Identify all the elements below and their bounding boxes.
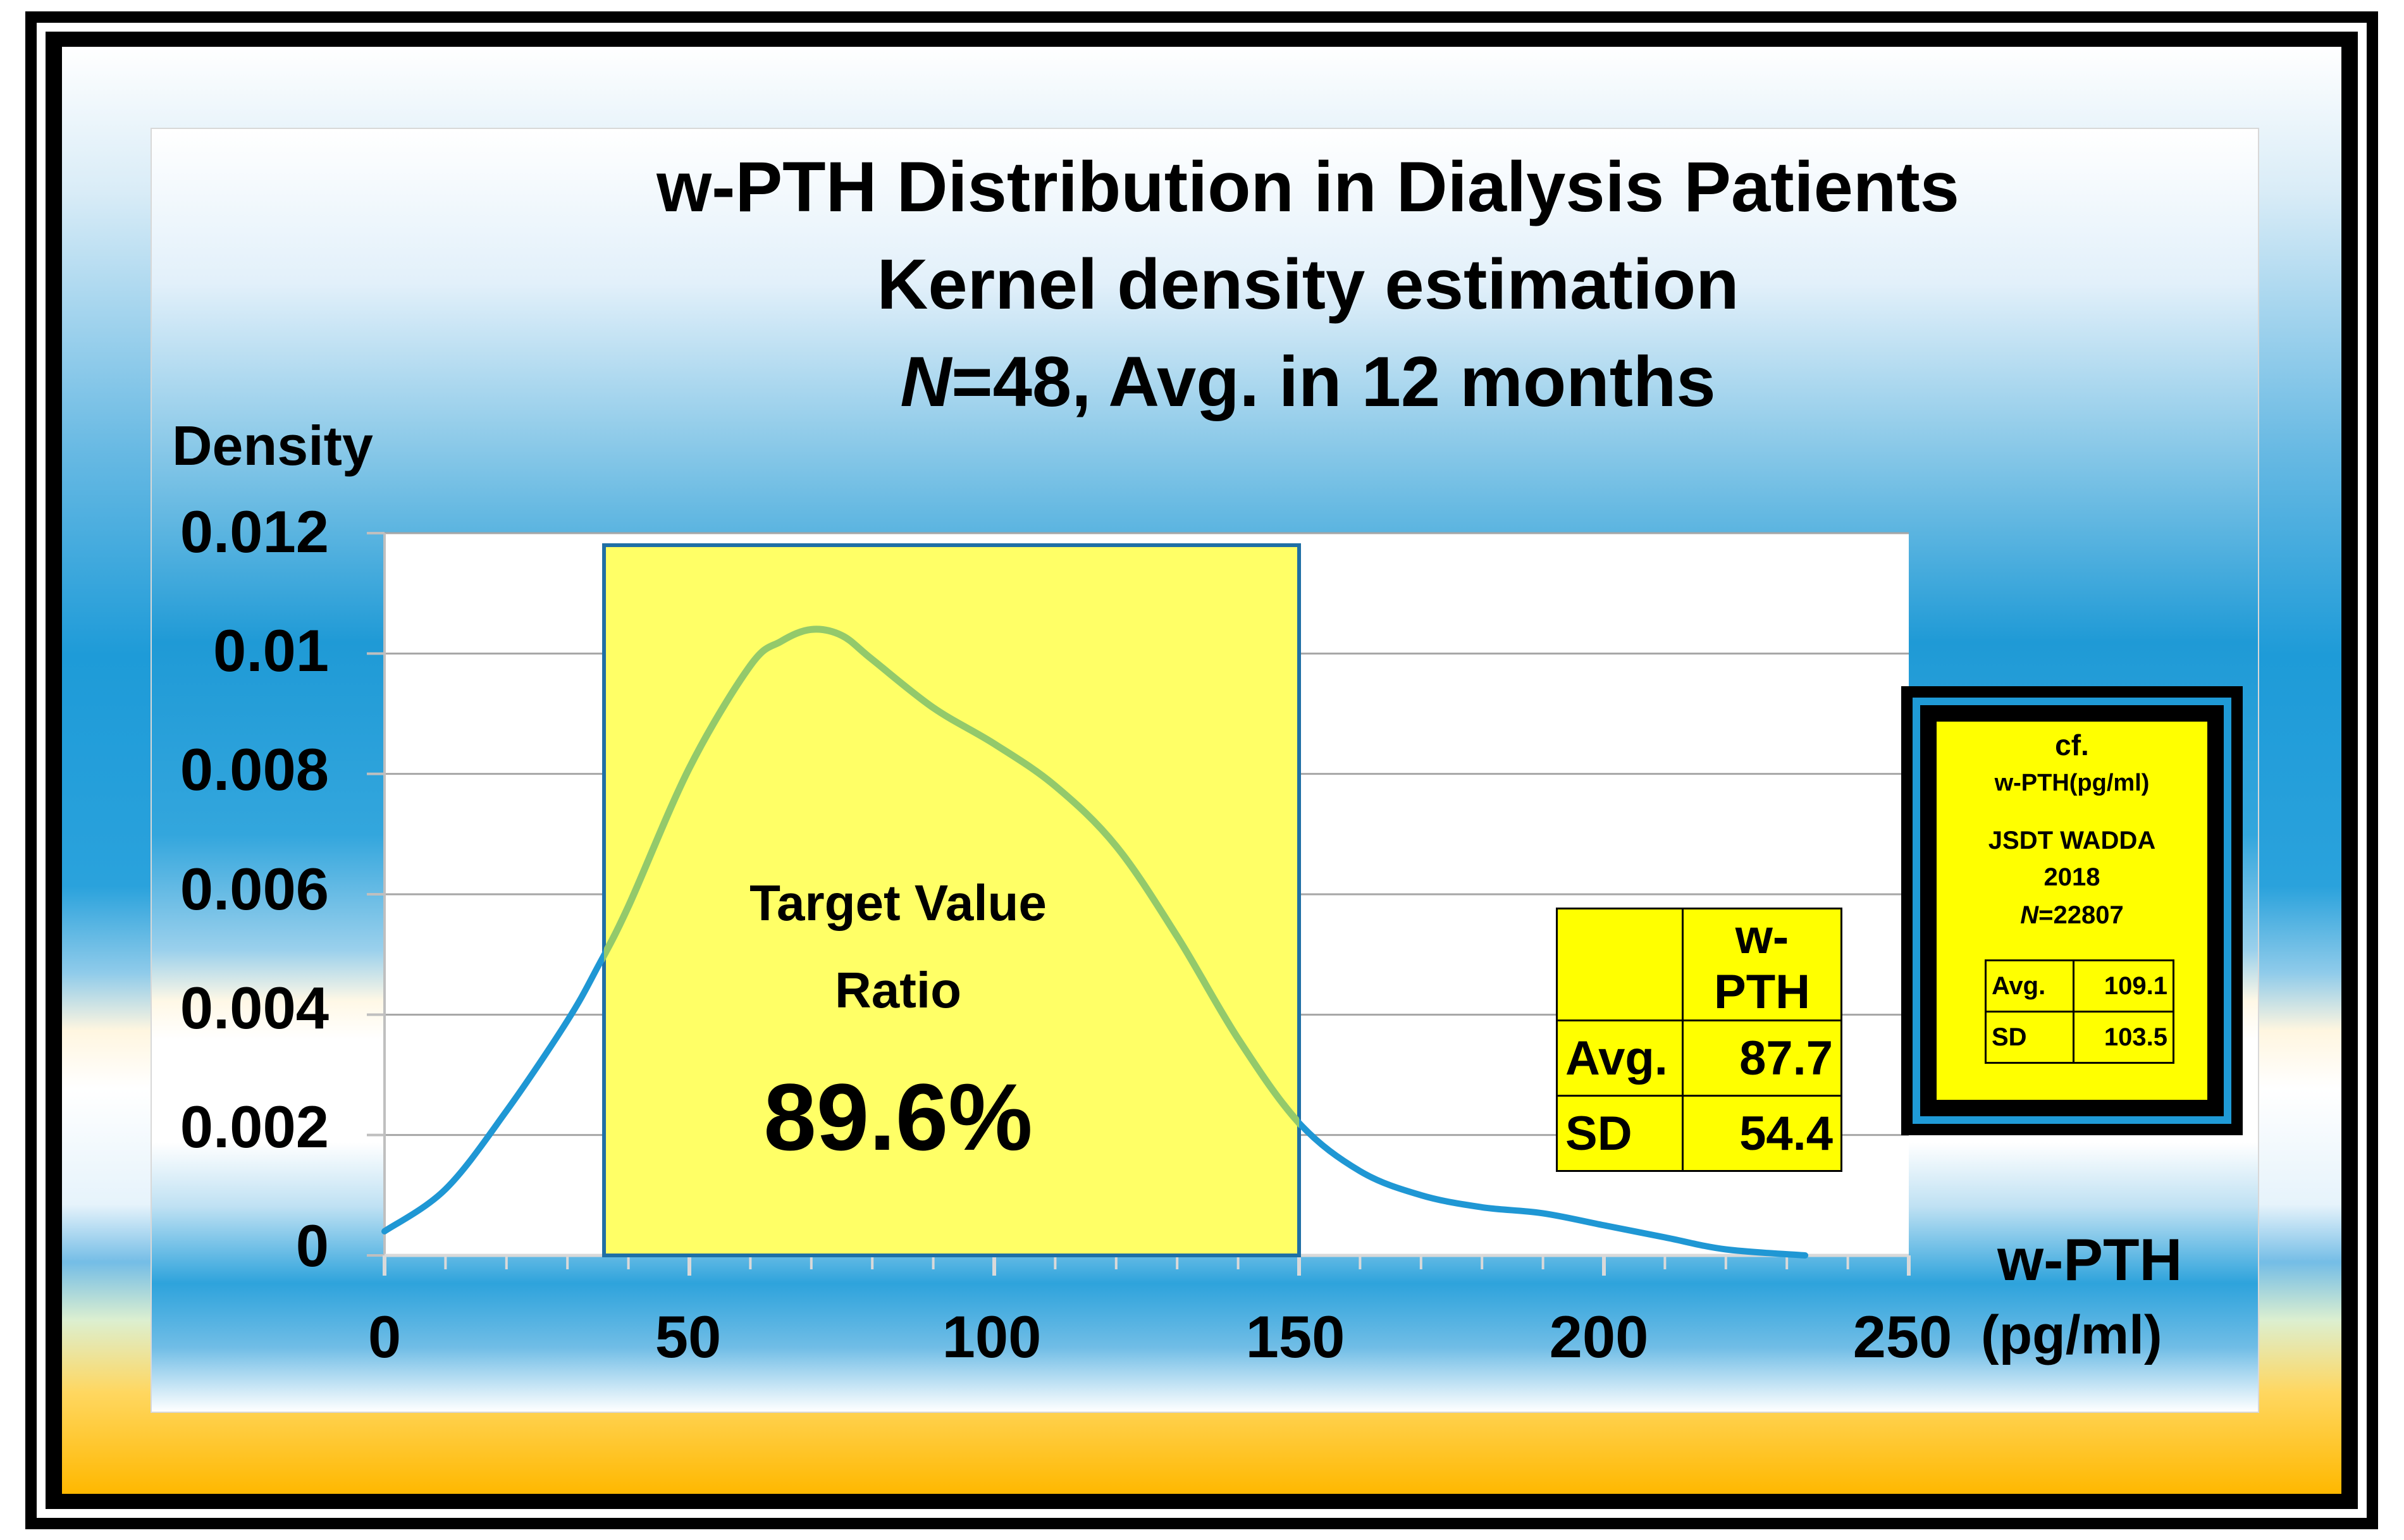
reference-table: Avg. 109.1 SD 103.5 <box>1985 959 2174 1064</box>
x-tick-label: 50 <box>655 1303 722 1370</box>
subtitle-n-label: N <box>900 342 952 421</box>
y-tick-label: 0.002 <box>180 1093 329 1160</box>
chart-subtitle: N=48, Avg. in 12 months <box>467 338 2149 426</box>
table-row: SD 54.4 <box>1556 1095 1842 1172</box>
table-row-label: SD <box>1985 1011 2074 1064</box>
y-tick-label: 0.004 <box>180 975 329 1041</box>
table-row-label: Avg. <box>1985 959 2074 1013</box>
density-curve-in-target <box>604 625 1299 1128</box>
x-tick-label: 0 <box>367 1303 402 1370</box>
reference-line: 2018 <box>2043 863 2100 891</box>
y-tick-label: 0 <box>295 1212 329 1279</box>
x-tick-label: 100 <box>942 1303 1042 1370</box>
target-value: 89.6% <box>763 1064 1033 1170</box>
chart-title-line-2: Kernel density estimation <box>877 245 1739 324</box>
table-row-value: 109.1 <box>2073 959 2174 1013</box>
table-row-value: 103.5 <box>2073 1011 2174 1064</box>
subtitle-rest: =48, Avg. in 12 months <box>951 342 1716 421</box>
y-tick-label: 0.008 <box>180 736 329 803</box>
x-tick-label: 150 <box>1245 1303 1345 1370</box>
reference-n: N=22807 <box>1937 901 2207 930</box>
reference-box: cf. w-PTH(pg/ml) JSDT WADDA 2018 N=22807… <box>1937 722 2207 1100</box>
reference-line: w-PTH(pg/ml) <box>1994 770 2150 796</box>
x-tick-label: 200 <box>1549 1303 1649 1370</box>
reference-n-label: N <box>2020 901 2039 929</box>
chart-title-line-1: w-PTH Distribution in Dialysis Patients <box>656 147 1959 226</box>
target-label-line-2: Ratio <box>835 962 961 1018</box>
table-cell-empty <box>1556 908 1684 1021</box>
table-row-label: Avg. <box>1556 1019 1684 1097</box>
table-row: SD 103.5 <box>1985 1011 2174 1064</box>
table-row: Avg. 87.7 <box>1556 1019 1842 1097</box>
x-axis-label: w-PTH <box>1997 1226 2183 1293</box>
target-label-line-1: Target Value <box>749 875 1047 931</box>
table-row-label: SD <box>1556 1095 1684 1172</box>
x-tick-label: 250 <box>1852 1303 1952 1370</box>
reference-line: JSDT WADDA <box>1988 827 2156 854</box>
table-row-value: 87.7 <box>1682 1019 1842 1097</box>
x-axis-unit: (pg/ml) <box>1981 1305 2162 1365</box>
stats-table: w-PTH Avg. 87.7 SD 54.4 <box>1556 908 1842 1172</box>
reference-n-value: =22807 <box>2038 901 2124 929</box>
table-header: w-PTH <box>1682 908 1842 1021</box>
y-axis-label: Density <box>172 414 373 477</box>
table-row: Avg. 109.1 <box>1985 959 2174 1013</box>
reference-line: cf. <box>2055 729 2089 761</box>
table-row-value: 54.4 <box>1682 1095 1842 1172</box>
target-range-box <box>602 543 1301 1257</box>
y-tick-label: 0.006 <box>180 856 329 922</box>
y-tick-label: 0.012 <box>180 498 329 565</box>
table-row: w-PTH <box>1556 908 1842 1021</box>
y-tick-label: 0.01 <box>213 617 329 684</box>
